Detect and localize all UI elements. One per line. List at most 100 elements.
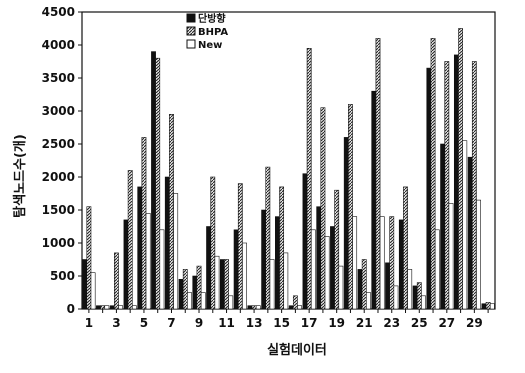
legend-swatch [186,39,196,49]
bar-bhpa [141,137,147,310]
x-tick-label: 13 [246,316,263,330]
bar-bhpa [361,259,367,310]
y-tick-label: 2500 [42,137,75,151]
bar-new [476,199,481,310]
bar-dir [371,90,377,310]
x-tick-label: 1 [85,316,93,330]
x-tick-label: 27 [438,316,455,330]
bar-new [269,259,275,310]
bar-bhpa [127,170,133,310]
bar-new [145,213,151,310]
legend-label: 단방향 [198,12,226,25]
x-tick-label: 17 [301,316,318,330]
bar-dir [261,209,267,310]
bar-bhpa [210,176,216,310]
y-tick-label: 4000 [42,38,75,52]
bar-new [448,203,454,310]
y-tick-label: 1000 [42,236,75,250]
x-tick-label: 15 [273,316,290,330]
bar-bhpa [306,47,312,310]
bar-new [159,229,165,310]
plot-area [81,11,496,310]
bar-new [324,236,330,310]
bar-dir [481,303,487,310]
bar-bhpa [265,166,271,310]
bar-bhpa [100,305,106,310]
bar-new [352,216,358,310]
y-tick-label: 0 [67,302,75,316]
bar-dir [330,226,335,310]
bar-bhpa [292,295,298,310]
bar-new [118,305,124,310]
x-tick-label: 11 [218,316,235,330]
bar-bhpa [416,282,422,310]
bar-new [366,292,371,310]
y-axis-title: 탐색노드수(개) [12,134,28,218]
bar-dir [247,305,253,310]
bar-bhpa [389,216,395,310]
y-tick-label: 3000 [42,104,75,118]
bars [82,28,495,310]
bar-new [214,255,220,310]
bar-bhpa [334,189,340,310]
bar-dir [96,305,101,310]
bar-new [242,242,247,310]
bar-dir [288,305,294,310]
bar-new [462,140,468,310]
bar-dir [302,173,308,310]
bar-new [255,305,261,310]
bar-dir [398,219,404,310]
bar-new [489,303,495,310]
bar-dir [316,206,322,310]
x-tick-label: 29 [466,316,483,330]
bar-dir [453,54,459,310]
bar-dir [219,259,225,310]
bar-new [187,292,192,310]
legend-label: BHPA [198,27,228,38]
bar-new [407,269,413,310]
bar-dir [123,219,129,310]
x-tick-label: 9 [195,316,203,330]
bar-new [379,216,385,310]
bar-dir [412,285,418,310]
x-tick-label: 21 [356,316,373,330]
bar-bhpa [155,57,161,310]
bar-bhpa [279,186,285,310]
y-tick-label: 500 [50,269,75,283]
bar-dir [178,278,184,310]
bar-bhpa [375,38,381,310]
bar-bhpa [86,206,92,310]
bar-new [173,193,179,310]
bar-dir [109,305,115,310]
bar-new [421,295,426,310]
bar-bhpa [182,269,188,310]
bar-dir [164,176,170,310]
x-axis-title: 실험데이터 [267,342,327,358]
x-axis: 1 3 5 7 9 11 13 15 17 19 21 23 25 27 29 [85,309,489,330]
bar-bhpa [196,265,202,310]
bar-bhpa [237,183,243,310]
bar-new [338,265,344,310]
bar-dir [357,269,363,310]
bar-dir [233,229,239,310]
bar-new [90,272,96,310]
bar-bhpa [169,114,174,310]
bar-dir [385,262,390,310]
legend-label: New [198,40,222,51]
bar-new [228,295,234,310]
bar-new [310,229,316,310]
bar-bhpa [444,61,450,310]
bar-new [104,305,110,310]
bar-bhpa [471,61,477,310]
y-tick-label: 4500 [42,5,75,19]
bar-bhpa [320,107,326,310]
bar-new [200,292,206,310]
bar-bhpa [224,259,229,310]
x-tick-label: 7 [167,316,175,330]
bar-dir [426,67,432,310]
y-axis: 0 500 1000 1500 2000 2500 3000 3500 4000 4500 [42,5,82,316]
bar-new [393,285,399,310]
y-tick-label: 3500 [42,71,75,85]
x-tick-label: 3 [112,316,120,330]
y-tick-label: 1500 [42,203,75,217]
